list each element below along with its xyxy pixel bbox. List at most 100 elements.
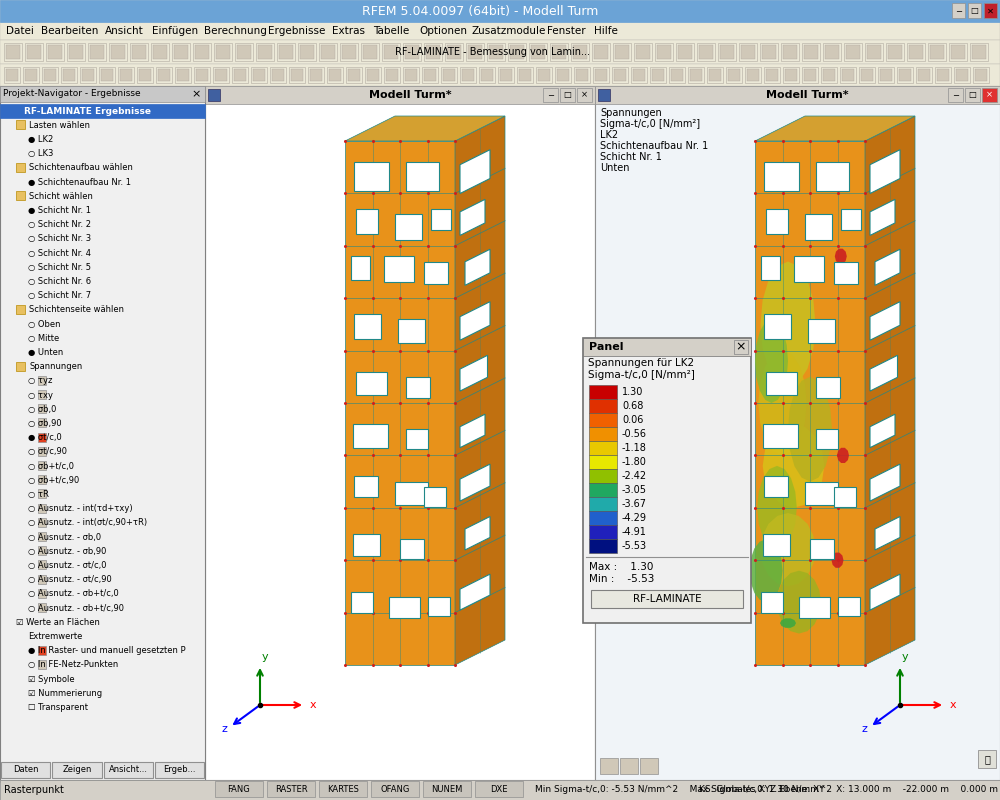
Bar bbox=[371, 781, 419, 797]
Text: ○ Schicht Nr. 4: ○ Schicht Nr. 4 bbox=[28, 249, 91, 258]
Bar bbox=[834, 487, 856, 506]
Text: □: □ bbox=[971, 6, 978, 15]
Text: ○ Schicht Nr. 5: ○ Schicht Nr. 5 bbox=[28, 262, 91, 272]
Bar bbox=[804, 69, 816, 81]
Bar bbox=[205, 86, 595, 780]
Bar bbox=[428, 597, 450, 616]
Bar bbox=[764, 162, 799, 190]
Bar bbox=[279, 45, 293, 59]
Bar bbox=[0, 780, 1000, 782]
Bar bbox=[361, 43, 379, 61]
Polygon shape bbox=[755, 319, 788, 403]
Text: Max :    1.30: Max : 1.30 bbox=[589, 562, 653, 572]
Bar bbox=[783, 67, 799, 83]
Bar bbox=[952, 3, 965, 18]
Bar bbox=[356, 371, 387, 395]
Bar bbox=[365, 67, 381, 83]
Bar bbox=[543, 88, 558, 102]
Text: x: x bbox=[310, 700, 317, 710]
Text: ×: × bbox=[191, 89, 201, 99]
Text: -1.18: -1.18 bbox=[622, 443, 647, 453]
Bar bbox=[500, 69, 512, 81]
Bar bbox=[859, 67, 875, 83]
Text: Sigma-t/c,0 [N/mm²]: Sigma-t/c,0 [N/mm²] bbox=[588, 370, 695, 380]
Text: RF-LAMINATE - Bemessung von Lamin...: RF-LAMINATE - Bemessung von Lamin... bbox=[395, 47, 590, 57]
Polygon shape bbox=[870, 464, 900, 501]
Text: Rasterpunkt: Rasterpunkt bbox=[4, 785, 64, 795]
Bar bbox=[781, 43, 799, 61]
Text: ○ In FE-Netz-Punkten: ○ In FE-Netz-Punkten bbox=[28, 660, 118, 670]
Bar bbox=[0, 0, 1000, 22]
Bar bbox=[886, 43, 904, 61]
Bar bbox=[821, 67, 837, 83]
Bar bbox=[175, 67, 191, 83]
Bar bbox=[460, 67, 476, 83]
Text: Ergebnisse: Ergebnisse bbox=[268, 26, 325, 36]
Bar bbox=[865, 43, 883, 61]
Text: 0.68: 0.68 bbox=[622, 401, 643, 411]
Bar bbox=[270, 67, 286, 83]
Bar bbox=[571, 43, 589, 61]
Text: z: z bbox=[221, 724, 227, 734]
Text: ○ Ausnutz. - σt/c,0: ○ Ausnutz. - σt/c,0 bbox=[28, 561, 106, 570]
Bar bbox=[560, 88, 575, 102]
Bar bbox=[951, 45, 965, 59]
Bar bbox=[880, 69, 892, 81]
Bar bbox=[61, 67, 77, 83]
Bar bbox=[699, 45, 713, 59]
Bar bbox=[595, 69, 607, 81]
Bar bbox=[384, 256, 414, 282]
Polygon shape bbox=[460, 150, 490, 194]
Bar bbox=[101, 69, 113, 81]
Bar bbox=[424, 262, 448, 283]
Text: Sigma-t/c,0 [N/mm²]: Sigma-t/c,0 [N/mm²] bbox=[600, 119, 700, 129]
Bar bbox=[0, 64, 1000, 86]
Bar bbox=[614, 69, 626, 81]
Text: Min Sigma-t/c,0: -5.53 N/mm^2    Max Sigma-t/c,0: 1.30 N/mm^2: Min Sigma-t/c,0: -5.53 N/mm^2 Max Sigma-… bbox=[535, 786, 832, 794]
Bar bbox=[589, 497, 617, 511]
Bar bbox=[403, 43, 421, 61]
Bar bbox=[816, 377, 840, 398]
Bar bbox=[104, 762, 153, 778]
Bar bbox=[907, 43, 925, 61]
Bar bbox=[25, 43, 43, 61]
Polygon shape bbox=[832, 553, 844, 568]
Bar bbox=[916, 67, 932, 83]
Bar bbox=[398, 319, 425, 342]
Bar bbox=[424, 43, 442, 61]
Bar bbox=[38, 574, 46, 583]
Bar bbox=[354, 314, 381, 339]
Bar bbox=[340, 43, 358, 61]
Bar bbox=[718, 43, 736, 61]
Bar bbox=[583, 338, 751, 356]
Bar bbox=[137, 67, 153, 83]
Bar bbox=[158, 69, 170, 81]
Bar bbox=[690, 69, 702, 81]
Bar bbox=[982, 88, 997, 102]
Bar bbox=[308, 67, 324, 83]
Bar bbox=[595, 86, 1000, 104]
Text: ● In Raster- und manuell gesetzten P: ● In Raster- und manuell gesetzten P bbox=[28, 646, 186, 655]
Bar bbox=[538, 69, 550, 81]
Bar bbox=[802, 67, 818, 83]
Bar bbox=[613, 43, 631, 61]
Bar bbox=[99, 67, 115, 83]
Bar bbox=[38, 589, 46, 598]
Bar bbox=[888, 45, 902, 59]
Text: -4.29: -4.29 bbox=[622, 513, 647, 523]
Polygon shape bbox=[837, 448, 849, 463]
Polygon shape bbox=[835, 249, 847, 264]
Bar bbox=[589, 399, 617, 413]
Text: -0.56: -0.56 bbox=[622, 429, 647, 439]
Bar bbox=[688, 67, 704, 83]
Bar bbox=[481, 69, 493, 81]
Bar bbox=[550, 43, 568, 61]
Polygon shape bbox=[465, 250, 490, 286]
Bar bbox=[193, 43, 211, 61]
Bar bbox=[237, 45, 251, 59]
Text: Extremwerte: Extremwerte bbox=[28, 632, 82, 641]
Bar bbox=[783, 45, 797, 59]
Bar bbox=[734, 340, 748, 354]
Bar bbox=[810, 539, 834, 559]
Bar bbox=[80, 67, 96, 83]
